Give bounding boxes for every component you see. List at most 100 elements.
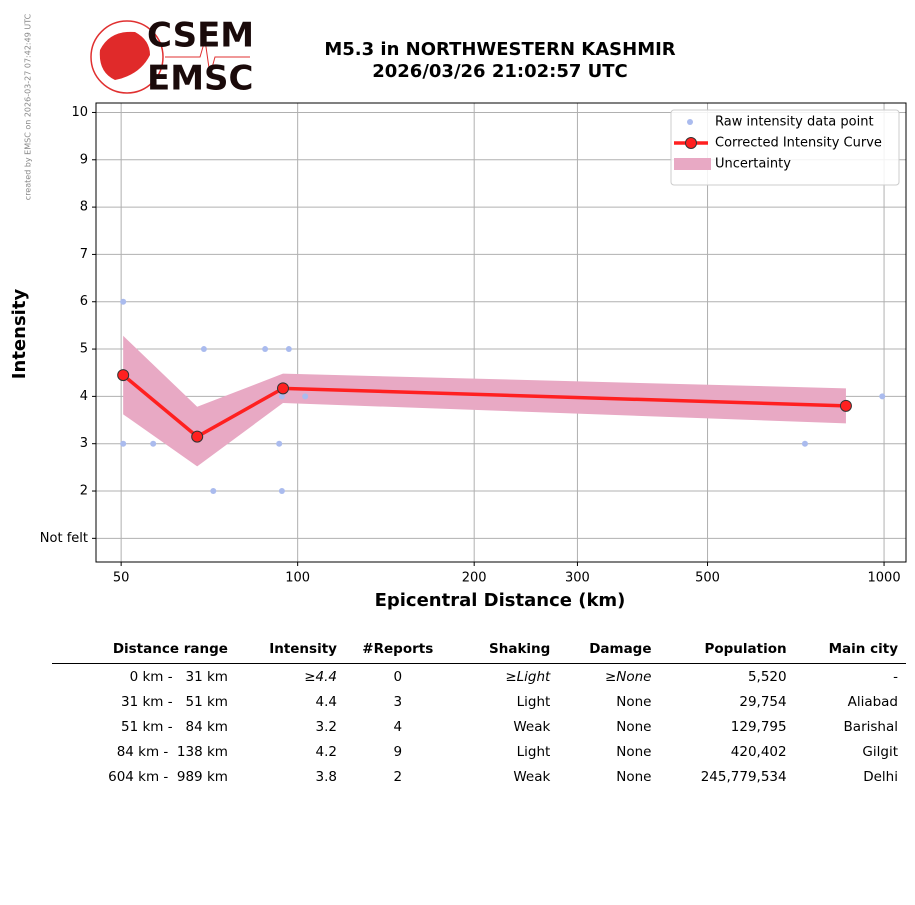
curve-point bbox=[191, 430, 204, 443]
legend-marker bbox=[685, 137, 697, 149]
table-cell: 0 bbox=[393, 668, 403, 685]
logo: CSEM EMSC bbox=[90, 16, 254, 99]
raw-point bbox=[302, 393, 309, 400]
table-cell: 9 bbox=[393, 743, 403, 760]
table-cell: 84 km - 138 km bbox=[116, 743, 228, 760]
table-cell: Delhi bbox=[863, 768, 898, 785]
chart-title: M5.3 in NORTHWESTERN KASHMIR bbox=[324, 39, 675, 60]
table-cell: 245,779,534 bbox=[700, 768, 787, 785]
raw-point bbox=[285, 346, 292, 353]
y-tick-label: 9 bbox=[80, 152, 88, 167]
logo-wave bbox=[165, 39, 250, 76]
table-cell: 4 bbox=[393, 718, 403, 735]
table-row: 0 km - 31 km ≥4.4 0 ≥Light ≥None 5,520 - bbox=[52, 664, 906, 690]
plot-frame bbox=[95, 102, 907, 563]
x-tick-label: 100 bbox=[285, 571, 310, 586]
x-tick-label: 50 bbox=[113, 571, 130, 586]
curve-point bbox=[276, 382, 289, 395]
table-cell: - bbox=[893, 668, 898, 685]
table-cell: 5,520 bbox=[747, 668, 787, 685]
x-tick-label: 1000 bbox=[868, 571, 901, 586]
curve-point bbox=[117, 369, 130, 382]
y-tick-label: 5 bbox=[80, 342, 88, 357]
uncertainty-band bbox=[123, 335, 846, 467]
table-cell: 51 km - 84 km bbox=[121, 718, 228, 735]
legend-label: Corrected Intensity Curve bbox=[715, 136, 882, 151]
legend-box bbox=[670, 109, 900, 186]
raw-point bbox=[278, 393, 285, 400]
legend-marker bbox=[687, 119, 693, 125]
table-cell: Aliabad bbox=[847, 693, 898, 710]
raw-point bbox=[210, 488, 217, 495]
table-cell: ≥4.4 bbox=[304, 668, 337, 685]
y-tick-label: 6 bbox=[80, 294, 88, 309]
credit: created by EMSC on 2026-03-27 07:42:49 U… bbox=[24, 13, 33, 200]
y-tick-label: 2 bbox=[80, 484, 88, 499]
x-tick-label: 300 bbox=[565, 571, 590, 586]
curve bbox=[122, 373, 846, 439]
table-row: 84 km - 138 km 4.2 9 Light None 420,402 Gilgit bbox=[52, 739, 906, 764]
logo-map bbox=[99, 31, 150, 80]
logo-ring bbox=[90, 20, 164, 94]
table-cell: 604 km - 989 km bbox=[108, 768, 228, 785]
x-tick-label: 500 bbox=[695, 571, 720, 586]
table-cell: None bbox=[616, 768, 652, 785]
table-cell: 4.4 bbox=[315, 693, 337, 710]
table-cell: 0 km - 31 km bbox=[129, 668, 228, 685]
logo-top: CSEM bbox=[147, 16, 254, 56]
summary-table: Distance range Intensity #Reports Shaking Da… bbox=[52, 639, 906, 789]
y-tick-label: 8 bbox=[80, 200, 88, 215]
table-cell: 2 bbox=[393, 768, 403, 785]
raw-point bbox=[120, 440, 127, 447]
raw-point bbox=[801, 440, 808, 447]
legend-label: Uncertainty bbox=[715, 157, 791, 172]
legend-label: Raw intensity data point bbox=[715, 115, 874, 130]
y-tick-label: 4 bbox=[80, 389, 88, 404]
y-tick-label: 10 bbox=[71, 105, 88, 120]
table-cell: Light bbox=[516, 743, 551, 760]
chart-subtitle: 2026/03/26 21:02:57 UTC bbox=[372, 61, 628, 82]
table-cell: 31 km - 51 km bbox=[121, 693, 228, 710]
table-cell: Gilgit bbox=[862, 743, 898, 760]
table-row: 51 km - 84 km 3.2 4 Weak None 129,795 Barishal bbox=[52, 714, 906, 739]
table-cell: None bbox=[616, 693, 652, 710]
table-cell: 420,402 bbox=[730, 743, 787, 760]
y-tick-label: 3 bbox=[80, 436, 88, 451]
raw-point bbox=[276, 440, 283, 447]
grid bbox=[96, 103, 906, 562]
raw-point bbox=[150, 440, 157, 447]
table-cell: Barishal bbox=[843, 718, 898, 735]
table-cell: Weak bbox=[513, 718, 551, 735]
raw-point bbox=[200, 346, 207, 353]
y-tick-label: Not felt bbox=[40, 531, 88, 546]
header-cell: Intensity bbox=[235, 639, 345, 664]
x-axis-label: Epicentral Distance (km) bbox=[375, 590, 626, 611]
header-cell: #Reports bbox=[344, 639, 459, 664]
table-cell: None bbox=[616, 718, 652, 735]
table-cell: 3 bbox=[393, 693, 403, 710]
table-header: Distance range Intensity #Reports Shaking Da… bbox=[52, 639, 906, 664]
header-cell: Main city bbox=[794, 639, 906, 664]
curve-point bbox=[839, 399, 852, 412]
table-cell: None bbox=[616, 743, 652, 760]
x-tick-label: 200 bbox=[462, 571, 487, 586]
y-axis-label: Intensity bbox=[9, 289, 30, 380]
table-cell: ≥None bbox=[604, 668, 652, 685]
table-row: 604 km - 989 km 3.8 2 Weak None 245,779,534 De… bbox=[52, 764, 906, 789]
table-cell: 129,795 bbox=[730, 718, 787, 735]
logo-bottom: EMSC bbox=[147, 59, 254, 99]
chart: CSEM EMSC created by EMSC on 2026-03-27 … bbox=[9, 13, 907, 611]
table-cell: 3.2 bbox=[315, 718, 337, 735]
raw-point bbox=[262, 346, 269, 353]
header-cell: Damage bbox=[558, 639, 660, 664]
table-cell: 3.8 bbox=[315, 768, 337, 785]
table-row: 31 km - 51 km 4.4 3 Light None 29,754 Aliabad bbox=[52, 689, 906, 714]
y-tick-label: 7 bbox=[80, 247, 88, 262]
header-cell: Population bbox=[659, 639, 795, 664]
table-cell: Light bbox=[516, 693, 551, 710]
table-cell: 4.2 bbox=[315, 743, 337, 760]
header-cell: Distance range bbox=[52, 639, 236, 664]
raw-point bbox=[278, 488, 285, 495]
table-cell: Weak bbox=[513, 768, 551, 785]
